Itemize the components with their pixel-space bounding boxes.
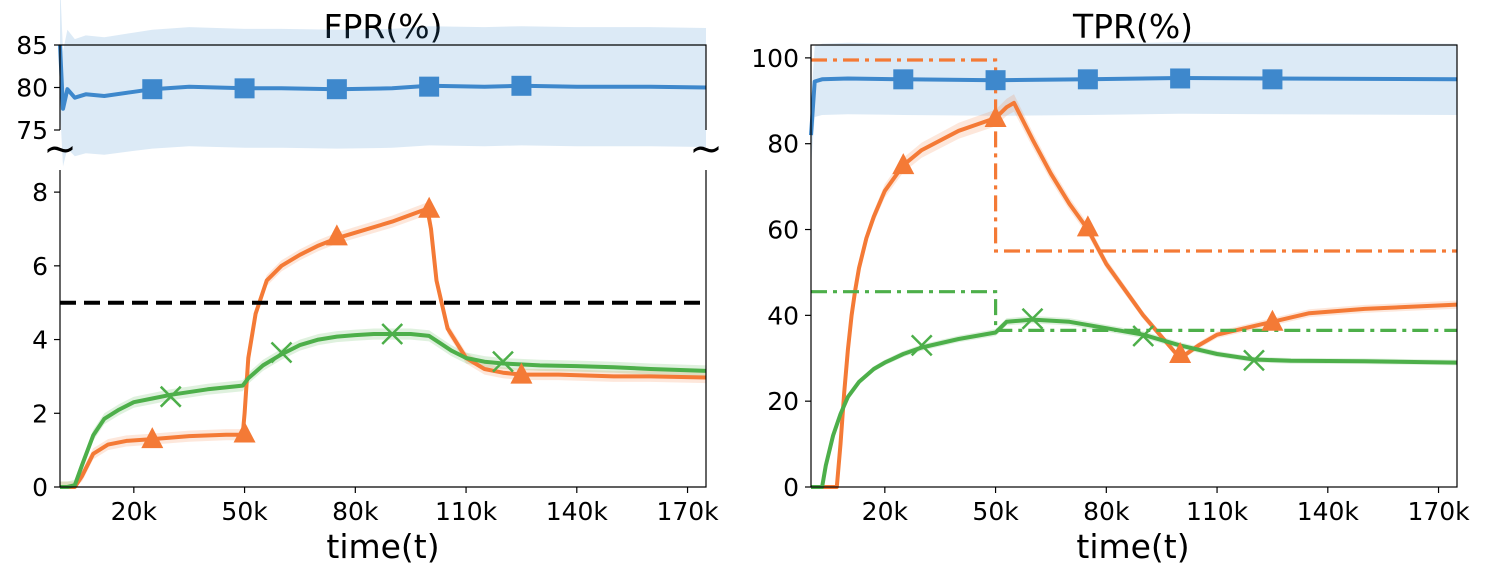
tpr-line-orange [811,100,1458,489]
fpr-x-axis-label: time(t) [326,527,439,566]
tpr-chart: TPR(%) 0 20 40 60 80 100 20k 50k 80k 110k 140k 170… [751,7,1470,566]
tpr-line-blue [809,76,1458,136]
fpr-marker-square [511,75,532,96]
fpr-marker-triangle [325,224,348,246]
fpr-marker-x [159,385,182,408]
tpr-marker-triangle [1261,309,1284,331]
fpr-lower-axes-frame [59,170,707,488]
tpr-line-green [811,317,1458,489]
tpr-x-tick-label: 110k [1186,497,1249,526]
tpr-threshold-green [811,290,1457,332]
fpr-axis-break-left: ~ [43,126,77,172]
tpr-y-ticks: 0 20 40 60 80 100 [751,44,811,502]
tpr-marker-square [1262,69,1283,90]
fpr-lower-y-tick-label: 4 [32,326,48,355]
fpr-band-blue [60,0,706,167]
tpr-marker-triangle [1169,341,1192,363]
tpr-x-tick-label: 140k [1297,497,1360,526]
fpr-marker-square [142,79,163,100]
tpr-x-tick-label: 20k [862,497,909,526]
tpr-y-tick-label: 40 [767,301,799,330]
tpr-marker-square [1077,69,1098,90]
fpr-marker-x [270,341,293,364]
tpr-band-blue [811,42,1457,166]
fpr-upper-y-tick-label: 75 [16,116,48,145]
tpr-series-lines [809,58,1458,489]
fpr-x-tick-label: 20k [111,497,158,526]
tpr-marker-triangle [1076,215,1099,237]
fpr-upper-y-tick-label: 80 [16,74,48,103]
tpr-marker-square [1170,68,1191,89]
tpr-confidence-bands [811,42,1457,488]
fpr-marker-square [234,78,255,99]
fpr-lower-y-tick-label: 2 [32,399,48,428]
fpr-x-ticks: 20k 50k 80k 110k 140k 170k [111,487,719,526]
tpr-threshold-orange [811,58,1457,253]
tpr-y-tick-label: 0 [783,473,799,502]
tpr-marker-square [893,69,914,90]
fpr-marker-triangle [510,362,533,384]
tpr-marker-x [1021,307,1044,330]
fpr-x-tick-label: 170k [656,497,719,526]
fpr-marker-x [492,350,514,373]
fpr-band-green [60,328,706,487]
fpr-marker-triangle [418,196,441,218]
tpr-band-green [811,315,1457,487]
fpr-marker-triangle [141,427,164,449]
tpr-y-tick-label: 60 [767,216,799,245]
tpr-marker-triangle [892,153,915,175]
fpr-upper-y-ticks: 75 80 85 [16,31,60,145]
fpr-lower-y-ticks: 0 2 4 6 8 [32,178,60,502]
tpr-x-ticks: 20k 50k 80k 110k 140k 170k [862,487,1470,526]
fpr-x-tick-label: 80k [332,497,379,526]
fpr-chart: FPR(%) ~ ~ 75 80 85 0 2 4 6 8 20k 50k 80k 110k 140… [16,0,723,566]
fpr-axis-break-right: ~ [689,126,723,172]
fpr-x-tick-label: 140k [546,497,609,526]
fpr-confidence-bands [60,0,706,487]
tpr-marker-square [985,70,1006,91]
tpr-chart-title: TPR(%) [1072,7,1193,46]
tpr-y-tick-label: 20 [767,387,799,416]
fpr-x-tick-label: 110k [435,497,498,526]
tpr-marker-triangle [984,105,1007,127]
fpr-marker-triangle [233,421,256,443]
tpr-x-axis-label: time(t) [1076,527,1189,566]
tpr-series-markers [892,68,1284,372]
fpr-lower-y-tick-label: 8 [32,178,48,207]
tpr-x-tick-label: 80k [1083,497,1130,526]
fpr-line-orange [60,206,707,489]
fpr-chart-title: FPR(%) [324,7,443,46]
fpr-marker-square [326,79,347,100]
fpr-lower-y-tick-label: 0 [32,473,48,502]
tpr-marker-x [1132,325,1155,347]
fpr-x-tick-label: 50k [221,497,268,526]
tpr-marker-x [910,334,933,357]
fpr-line-green [60,332,707,489]
tpr-y-tick-label: 80 [767,130,799,159]
tpr-x-tick-label: 170k [1407,497,1470,526]
fpr-series-markers [141,75,533,449]
fpr-lower-y-tick-label: 6 [32,252,48,281]
fpr-upper-y-tick-label: 85 [16,31,48,60]
tpr-marker-x [1243,349,1265,372]
fpr-marker-x [381,323,404,345]
fpr-marker-square [419,76,440,97]
tpr-x-tick-label: 50k [972,497,1019,526]
tpr-axes-frame [810,44,1458,488]
tpr-y-tick-label: 100 [751,44,799,73]
